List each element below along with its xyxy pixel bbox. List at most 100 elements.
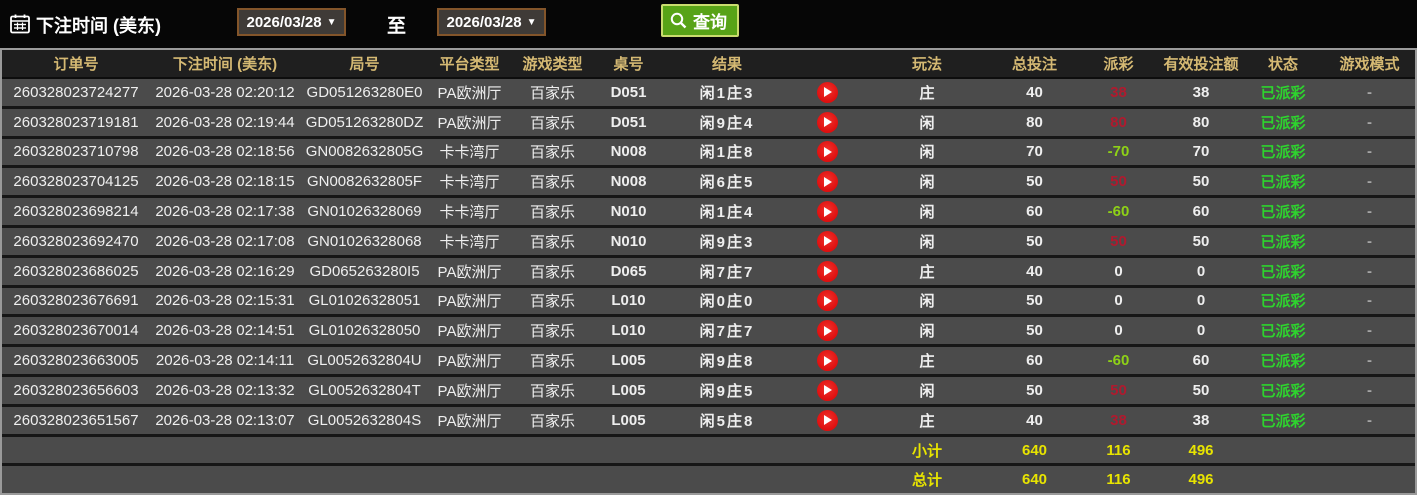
play-video-icon[interactable] bbox=[816, 350, 838, 372]
play-video-icon[interactable] bbox=[816, 171, 838, 193]
query-button[interactable]: 查询 bbox=[661, 4, 739, 37]
empty-cell bbox=[2, 435, 150, 467]
cell-round-id: GL0052632804T bbox=[300, 375, 429, 407]
cell-bet-time: 2026-03-28 02:19:44 bbox=[150, 107, 300, 139]
cell-game-mode: - bbox=[1324, 315, 1415, 348]
play-video-icon[interactable] bbox=[816, 379, 838, 401]
empty-cell bbox=[1242, 435, 1324, 467]
cell-total-bet: 50 bbox=[992, 226, 1077, 258]
cell-table-no: L005 bbox=[595, 375, 662, 407]
date-to-select[interactable]: 2026/03/28 ▼ bbox=[437, 8, 546, 36]
play-video-icon[interactable] bbox=[816, 320, 838, 342]
cell-result: 闲9庄4 bbox=[662, 107, 792, 139]
cell-valid-bet: 38 bbox=[1160, 78, 1242, 109]
table-row: 260328023651567 2026-03-28 02:13:07 GL0052… bbox=[2, 405, 1415, 437]
cell-round-id: GD051263280E0 bbox=[300, 78, 429, 109]
cell-game-type: 百家乐 bbox=[510, 196, 595, 228]
cell-game-type: 百家乐 bbox=[510, 286, 595, 318]
cell-play-icon bbox=[792, 196, 862, 228]
cell-status: 已派彩 bbox=[1242, 375, 1324, 407]
cell-play-type: 闲 bbox=[862, 166, 992, 199]
play-video-icon[interactable] bbox=[816, 409, 838, 431]
cell-payout: -70 bbox=[1077, 137, 1160, 169]
cell-valid-bet: 0 bbox=[1160, 286, 1242, 318]
play-triangle bbox=[824, 87, 832, 98]
cell-table-no: L005 bbox=[595, 345, 662, 377]
cell-game-type: 百家乐 bbox=[510, 166, 595, 199]
table-row: 260328023719181 2026-03-28 02:19:44 GD0512… bbox=[2, 107, 1415, 139]
play-video-icon[interactable] bbox=[816, 260, 838, 282]
cell-game-type: 百家乐 bbox=[510, 226, 595, 258]
empty-cell bbox=[429, 464, 510, 493]
empty-cell bbox=[595, 435, 662, 467]
cell-total-bet: 50 bbox=[992, 286, 1077, 318]
cell-platform: PA欧洲厅 bbox=[429, 375, 510, 407]
grand-total-row-total-bet: 640 bbox=[992, 464, 1077, 493]
to-label: 至 bbox=[387, 16, 407, 37]
bet-records: 订单号 下注时间 (美东) 局号 平台类型 游戏类型 桌号 结果 玩法 总投注 派彩 有效投注额 状态… bbox=[2, 50, 1415, 493]
cell-order-id: 260328023676691 bbox=[2, 286, 150, 318]
cell-round-id: GN0082632805G bbox=[300, 137, 429, 169]
play-video-icon[interactable] bbox=[816, 81, 838, 103]
cell-order-id: 260328023670014 bbox=[2, 315, 150, 348]
play-video-icon[interactable] bbox=[816, 230, 838, 252]
cell-play-type: 闲 bbox=[862, 137, 992, 169]
play-video-icon[interactable] bbox=[816, 141, 838, 163]
empty-cell bbox=[510, 435, 595, 467]
col-play bbox=[792, 50, 862, 79]
col-play-type: 玩法 bbox=[862, 50, 992, 79]
cell-total-bet: 60 bbox=[992, 345, 1077, 377]
play-triangle bbox=[824, 117, 832, 128]
cell-platform: 卡卡湾厅 bbox=[429, 137, 510, 169]
subtotal-row: 小计 640 116 496 bbox=[2, 435, 1415, 467]
empty-cell bbox=[1324, 435, 1415, 467]
cell-result: 闲1庄8 bbox=[662, 137, 792, 169]
cell-status: 已派彩 bbox=[1242, 345, 1324, 377]
cell-result: 闲0庄0 bbox=[662, 286, 792, 318]
cell-total-bet: 50 bbox=[992, 375, 1077, 407]
cell-status: 已派彩 bbox=[1242, 286, 1324, 318]
play-video-icon[interactable] bbox=[816, 201, 838, 223]
cell-table-no: D051 bbox=[595, 78, 662, 109]
date-from-select[interactable]: 2026/03/28 ▼ bbox=[237, 8, 346, 36]
cell-order-id: 260328023710798 bbox=[2, 137, 150, 169]
cell-result: 闲9庄8 bbox=[662, 345, 792, 377]
subtotal-row-total-bet: 640 bbox=[992, 435, 1077, 467]
cell-result: 闲1庄4 bbox=[662, 196, 792, 228]
cell-result: 闲5庄8 bbox=[662, 405, 792, 437]
cell-play-type: 庄 bbox=[862, 78, 992, 109]
cell-play-icon bbox=[792, 405, 862, 437]
cell-play-icon bbox=[792, 226, 862, 258]
empty-cell bbox=[662, 464, 792, 493]
cell-platform: PA欧洲厅 bbox=[429, 345, 510, 377]
date-to-value: 2026/03/28 bbox=[446, 13, 522, 31]
cell-game-mode: - bbox=[1324, 375, 1415, 407]
cell-status: 已派彩 bbox=[1242, 78, 1324, 109]
cell-play-type: 闲 bbox=[862, 226, 992, 258]
play-video-icon[interactable] bbox=[816, 111, 838, 133]
play-triangle bbox=[824, 415, 832, 426]
cell-bet-time: 2026-03-28 02:16:29 bbox=[150, 256, 300, 288]
play-triangle bbox=[824, 385, 832, 396]
cell-order-id: 260328023663005 bbox=[2, 345, 150, 377]
search-icon bbox=[669, 11, 689, 31]
cell-status: 已派彩 bbox=[1242, 196, 1324, 228]
cell-play-icon bbox=[792, 166, 862, 199]
cell-valid-bet: 60 bbox=[1160, 345, 1242, 377]
cell-payout: 50 bbox=[1077, 166, 1160, 199]
cell-status: 已派彩 bbox=[1242, 226, 1324, 258]
cell-total-bet: 70 bbox=[992, 137, 1077, 169]
cell-game-type: 百家乐 bbox=[510, 315, 595, 348]
cell-play-icon bbox=[792, 78, 862, 109]
cell-bet-time: 2026-03-28 02:17:38 bbox=[150, 196, 300, 228]
play-triangle bbox=[824, 176, 832, 187]
cell-game-mode: - bbox=[1324, 196, 1415, 228]
cell-result: 闲9庄5 bbox=[662, 375, 792, 407]
cell-round-id: GD065263280I5 bbox=[300, 256, 429, 288]
col-bet-time: 下注时间 (美东) bbox=[150, 50, 300, 79]
col-order-id: 订单号 bbox=[2, 50, 150, 79]
filter-bar: 下注时间 (美东) 2026/03/28 ▼ 至 2026/03/28 ▼ 查询 bbox=[0, 0, 1417, 48]
cell-platform: 卡卡湾厅 bbox=[429, 166, 510, 199]
table-row: 260328023692470 2026-03-28 02:17:08 GN0102… bbox=[2, 226, 1415, 258]
play-video-icon[interactable] bbox=[816, 290, 838, 312]
